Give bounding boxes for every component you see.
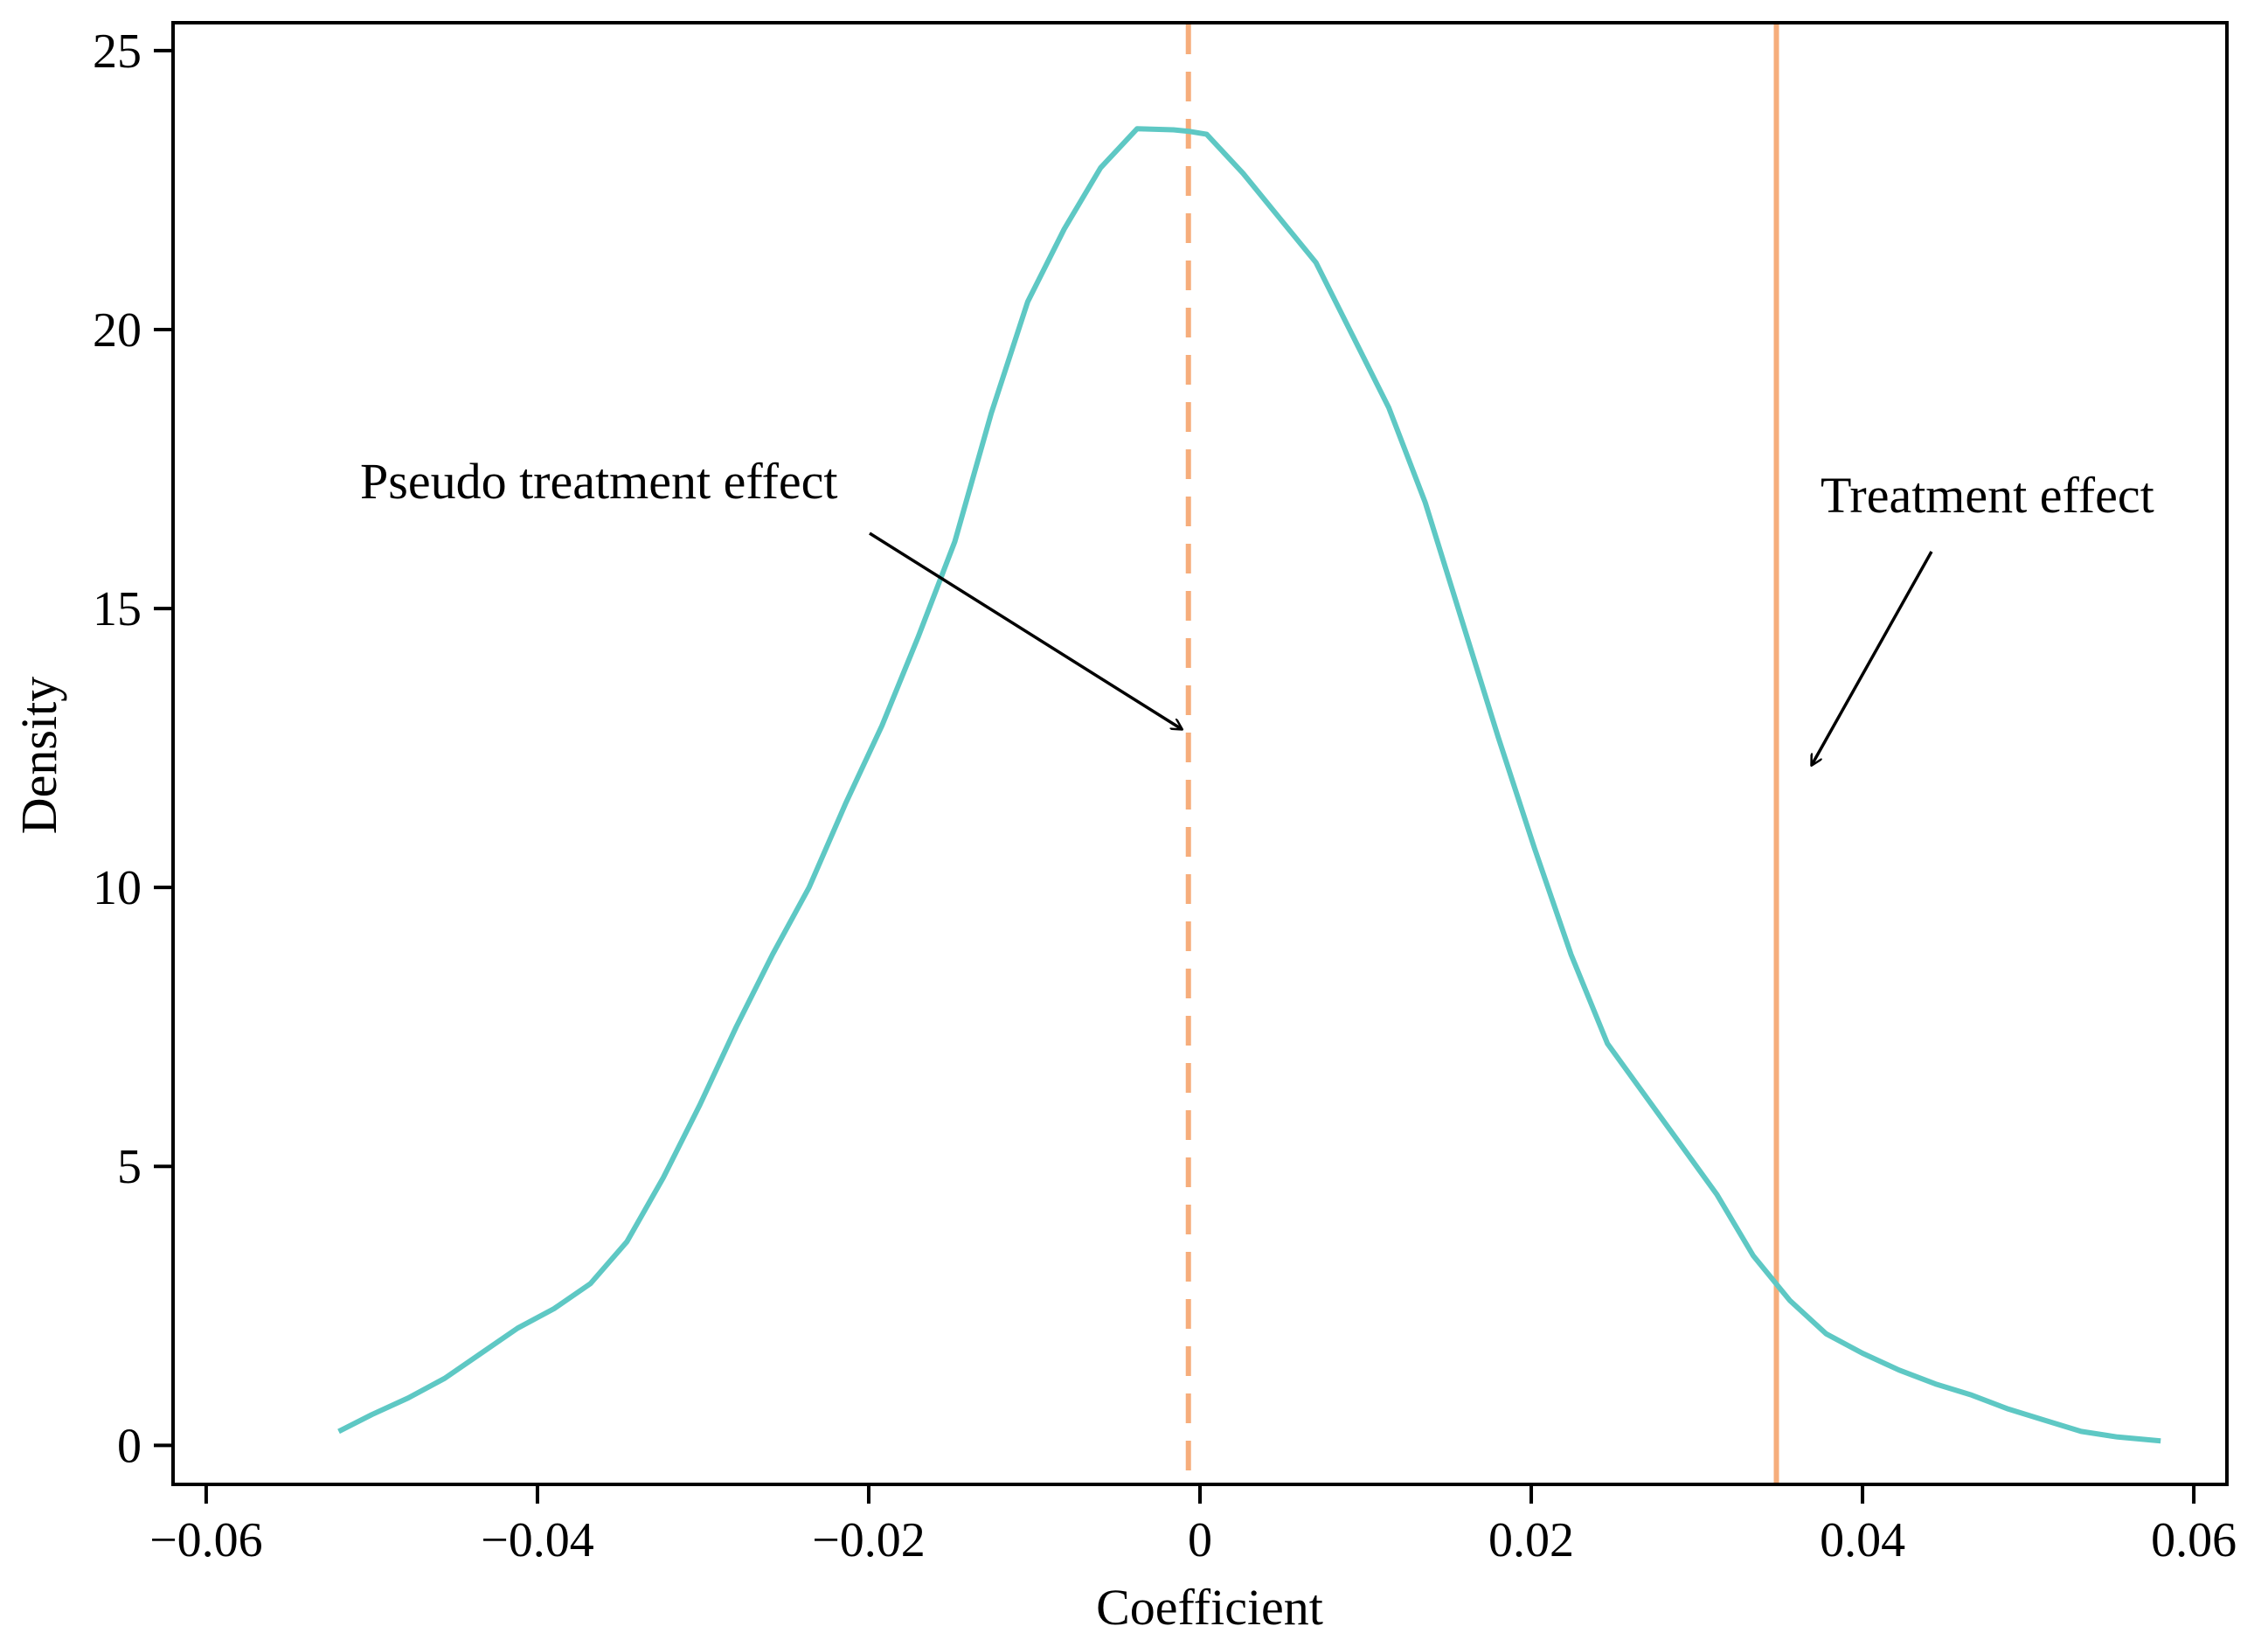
x-tick-label: −0.02 [812,1513,926,1567]
x-tick-label: 0.02 [1488,1513,1574,1567]
y-tick-label: 15 [93,582,142,636]
y-axis-title: Density [10,677,67,834]
x-tick-label: 0.06 [2151,1513,2237,1567]
plot-frame [171,21,2229,1486]
x-tick-label: 0 [1188,1513,1212,1567]
x-tick-label: 0.04 [1820,1513,1905,1567]
treatment-arrow [1812,551,1933,765]
y-tick-label: 5 [117,1140,142,1194]
x-tick-label: −0.06 [149,1513,263,1567]
y-tick-label: 0 [117,1419,142,1473]
y-axis: 0 5 10 15 20 25 [93,24,173,1473]
pseudo-treatment-label: Pseudo treatment effect [360,453,838,510]
y-tick-label: 20 [93,303,142,358]
x-tick-label: −0.04 [481,1513,594,1567]
density-curve [337,126,2161,1444]
y-tick-label: 25 [93,24,142,79]
x-axis-title: Coefficient [1096,1579,1323,1636]
x-axis: −0.06 −0.04 −0.02 0 0.02 0.04 0.06 [149,1484,2237,1567]
pseudo-treatment-arrow [869,532,1182,729]
y-tick-label: 10 [93,861,142,915]
treatment-label: Treatment effect [1821,467,2154,524]
